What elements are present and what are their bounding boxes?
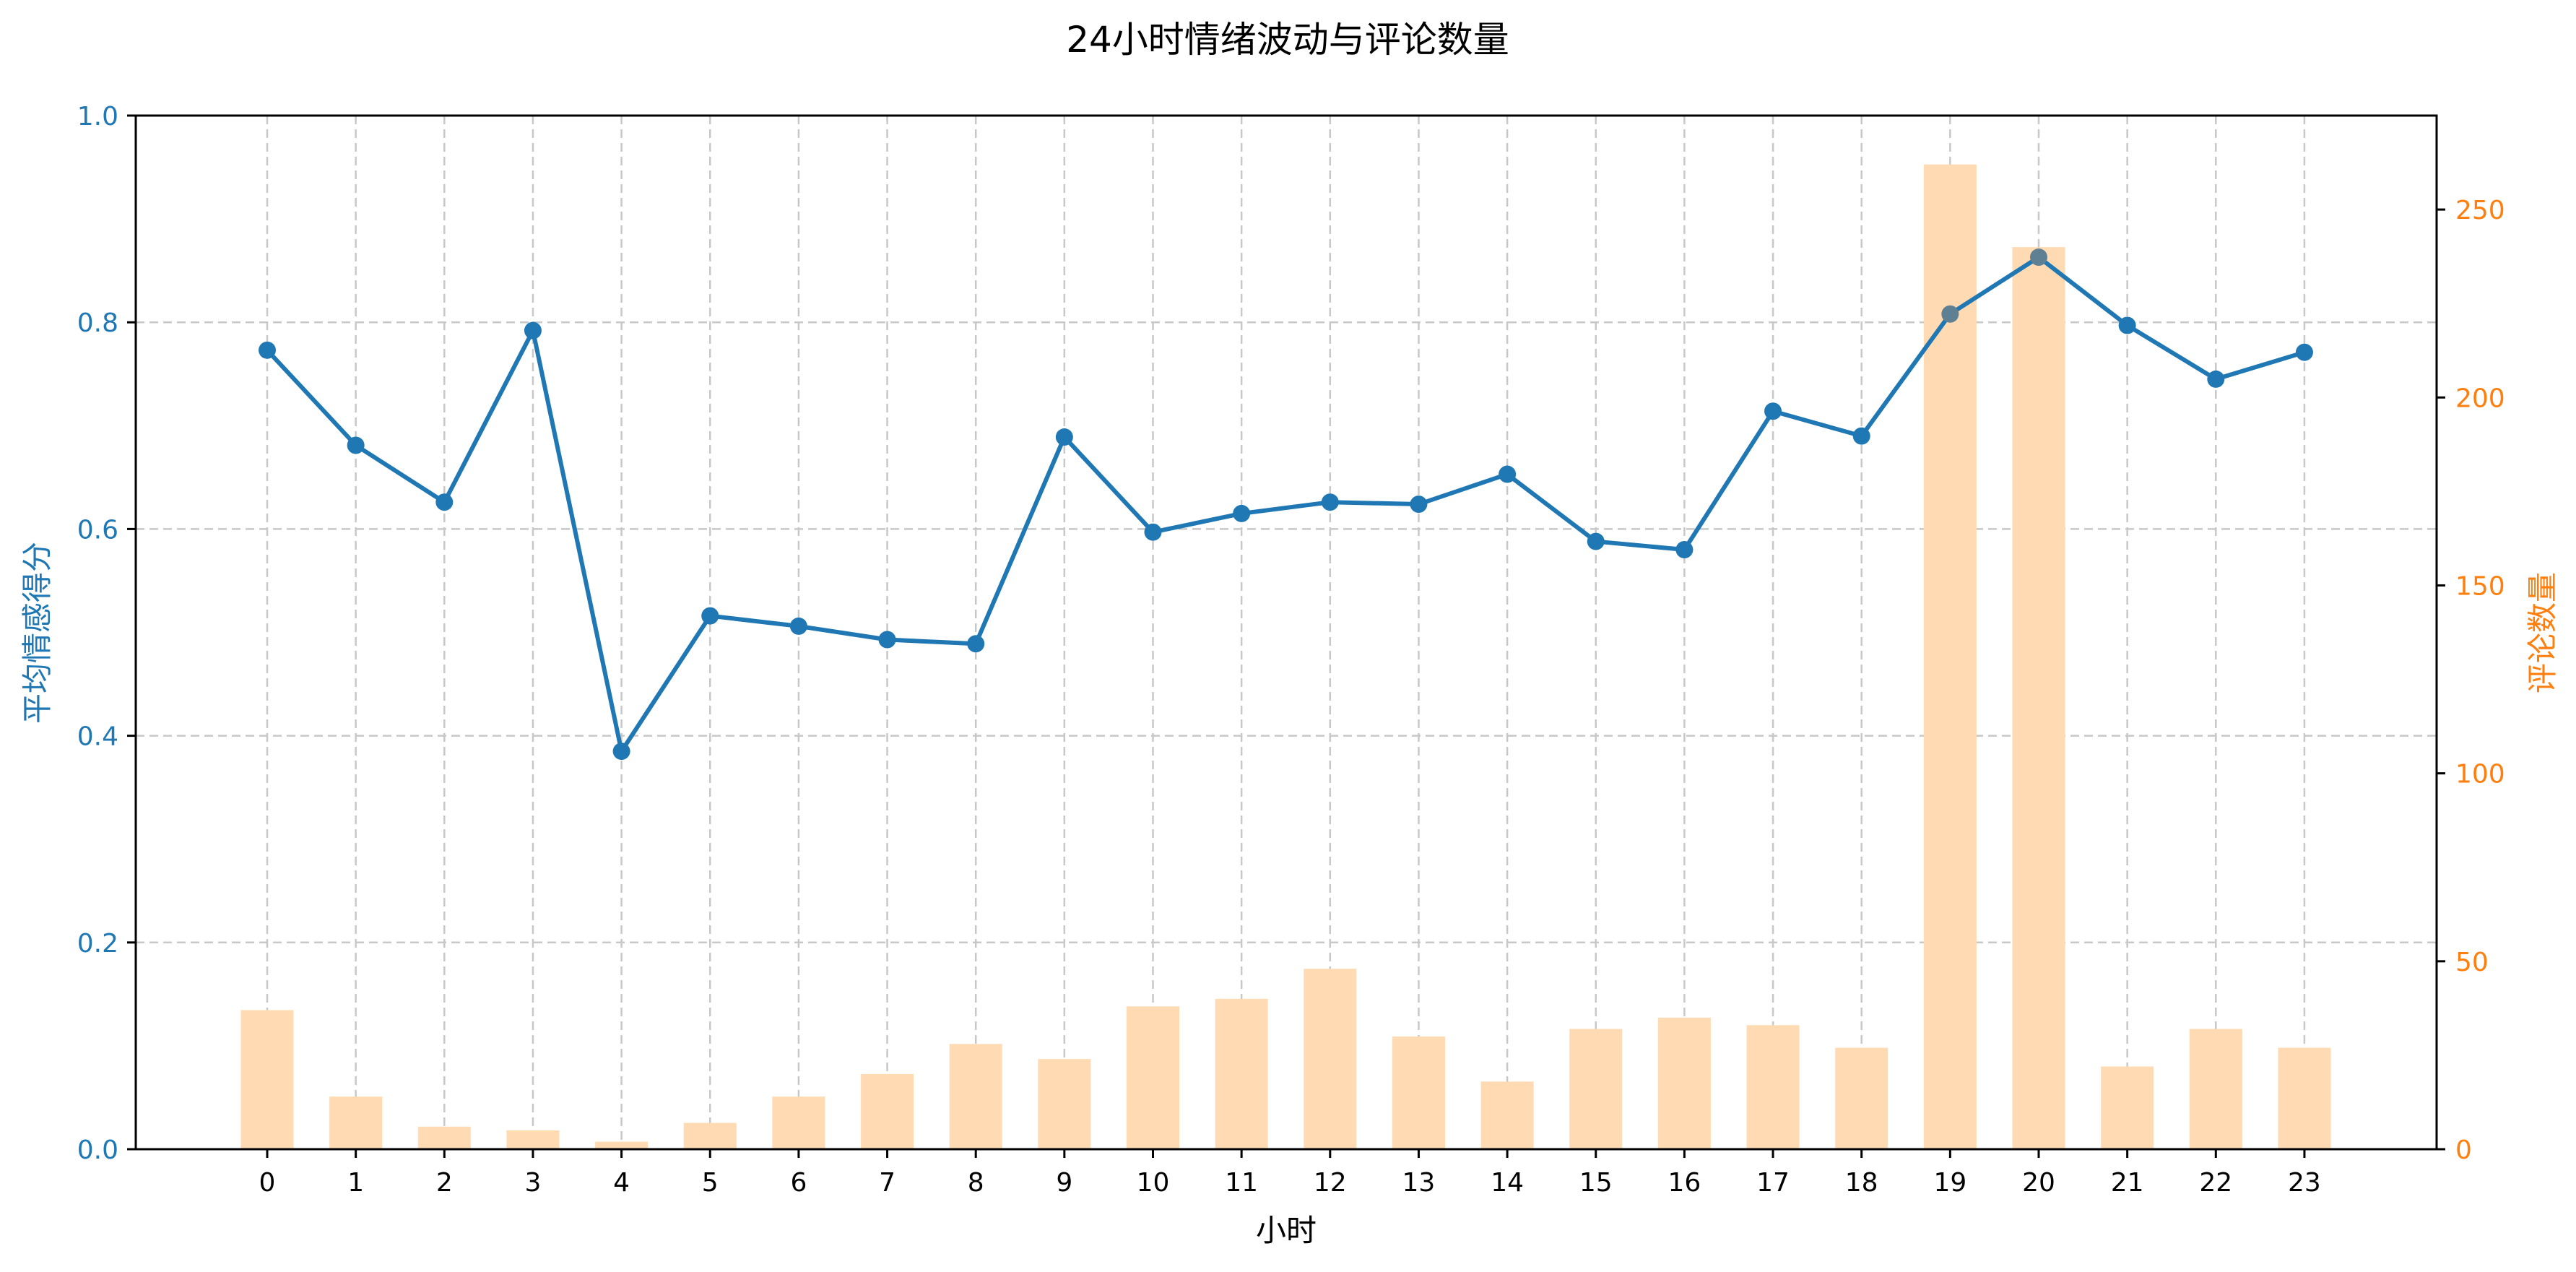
x-tick-label: 22 bbox=[2199, 1168, 2232, 1198]
x-tick-label: 10 bbox=[1137, 1168, 1170, 1198]
x-tick-label: 11 bbox=[1225, 1168, 1258, 1198]
x-tick-label: 16 bbox=[1668, 1168, 1701, 1198]
x-tick-label: 23 bbox=[2288, 1168, 2321, 1198]
x-axis-label: 小时 bbox=[1256, 1213, 1317, 1248]
point-7 bbox=[878, 631, 896, 649]
right-tick-label: 250 bbox=[2455, 196, 2505, 225]
point-19 bbox=[1941, 305, 1959, 323]
point-3 bbox=[524, 321, 542, 339]
point-0 bbox=[259, 341, 276, 359]
point-18 bbox=[1852, 427, 1870, 445]
point-10 bbox=[1144, 523, 1162, 541]
left-axis-ticks: 0.0 0.2 0.4 0.6 0.8 1.0 bbox=[77, 102, 136, 1165]
bar-19 bbox=[1923, 164, 1977, 1150]
x-tick-label: 7 bbox=[879, 1168, 895, 1198]
x-tick-label: 21 bbox=[2111, 1168, 2144, 1198]
bar-16 bbox=[1657, 1017, 1711, 1149]
bar-6 bbox=[772, 1096, 825, 1149]
right-tick-label: 50 bbox=[2455, 948, 2489, 977]
x-tick-label: 3 bbox=[524, 1168, 541, 1198]
bar-21 bbox=[2101, 1066, 2154, 1149]
point-8 bbox=[967, 635, 985, 653]
left-tick-label: 0.2 bbox=[77, 929, 118, 959]
bar-11 bbox=[1215, 998, 1268, 1149]
bar-4 bbox=[595, 1141, 649, 1149]
x-tick-label: 0 bbox=[259, 1168, 276, 1198]
bar-10 bbox=[1127, 1006, 1179, 1149]
x-tick-label: 17 bbox=[1756, 1168, 1790, 1198]
bar-3 bbox=[506, 1130, 560, 1149]
bar-9 bbox=[1038, 1059, 1091, 1149]
point-20 bbox=[2030, 248, 2047, 267]
x-tick-label: 6 bbox=[790, 1168, 807, 1198]
point-13 bbox=[1410, 496, 1428, 514]
right-tick-label: 150 bbox=[2455, 571, 2505, 601]
bar-22 bbox=[2189, 1029, 2242, 1149]
x-tick-label: 1 bbox=[347, 1168, 364, 1198]
left-axis-label: 平均情感得分 bbox=[19, 542, 55, 724]
bar-13 bbox=[1392, 1036, 1445, 1149]
x-tick-label: 9 bbox=[1056, 1168, 1072, 1198]
x-tick-label: 18 bbox=[1845, 1168, 1878, 1198]
bar-15 bbox=[1569, 1029, 1623, 1149]
left-tick-label: 1.0 bbox=[77, 102, 118, 131]
bar-2 bbox=[417, 1126, 471, 1149]
point-5 bbox=[701, 607, 719, 625]
right-tick-label: 200 bbox=[2455, 384, 2505, 413]
x-tick-label: 2 bbox=[436, 1168, 453, 1198]
bar-14 bbox=[1480, 1081, 1534, 1149]
x-tick-label: 19 bbox=[1933, 1168, 1966, 1198]
bar-7 bbox=[861, 1073, 914, 1149]
bars bbox=[240, 164, 2331, 1150]
point-14 bbox=[1499, 465, 1517, 483]
point-15 bbox=[1587, 532, 1605, 550]
left-tick-label: 0.6 bbox=[77, 515, 118, 545]
bar-0 bbox=[240, 1010, 294, 1149]
left-tick-label: 0.8 bbox=[77, 308, 118, 338]
bar-20 bbox=[2012, 247, 2065, 1150]
right-tick-label: 0 bbox=[2455, 1135, 2472, 1165]
x-tick-label: 8 bbox=[968, 1168, 984, 1198]
chart-title: 24小时情绪波动与评论数量 bbox=[1066, 19, 1509, 61]
bar-23 bbox=[2278, 1047, 2331, 1149]
x-tick-label: 20 bbox=[2022, 1168, 2055, 1198]
left-tick-label: 0.4 bbox=[77, 722, 118, 752]
right-axis-label: 评论数量 bbox=[2525, 572, 2560, 693]
point-1 bbox=[347, 436, 365, 454]
point-16 bbox=[1675, 541, 1694, 559]
point-11 bbox=[1233, 504, 1251, 522]
point-23 bbox=[2295, 343, 2313, 361]
bar-5 bbox=[683, 1122, 737, 1149]
right-axis-ticks: 0 50 100 150 200 250 bbox=[2437, 196, 2505, 1165]
bar-8 bbox=[949, 1044, 1002, 1149]
point-6 bbox=[789, 617, 807, 635]
sentiment-line bbox=[265, 255, 2305, 754]
x-tick-label: 12 bbox=[1314, 1168, 1347, 1198]
x-tick-label: 5 bbox=[702, 1168, 719, 1198]
x-axis-ticks: 0 1 2 3 4 5 6 7 8 9 10 11 12 13 14 15 16 17 18 19 20 21 22 23 bbox=[259, 1149, 2321, 1198]
grid bbox=[136, 116, 2437, 1149]
x-tick-label: 14 bbox=[1491, 1168, 1524, 1198]
x-tick-label: 15 bbox=[1579, 1168, 1613, 1198]
point-22 bbox=[2207, 370, 2225, 388]
point-9 bbox=[1055, 428, 1073, 446]
point-17 bbox=[1764, 402, 1782, 420]
point-12 bbox=[1321, 493, 1339, 511]
point-4 bbox=[612, 743, 630, 761]
right-tick-label: 100 bbox=[2455, 760, 2505, 789]
x-tick-label: 13 bbox=[1402, 1168, 1436, 1198]
point-21 bbox=[2118, 316, 2136, 334]
point-2 bbox=[435, 493, 454, 511]
bar-17 bbox=[1746, 1025, 1800, 1149]
plot-frame bbox=[134, 114, 2438, 1151]
line-series bbox=[259, 248, 2313, 761]
bar-1 bbox=[329, 1096, 383, 1149]
x-tick-label: 4 bbox=[613, 1168, 630, 1198]
bar-18 bbox=[1835, 1047, 1888, 1149]
left-tick-label: 0.0 bbox=[77, 1135, 118, 1165]
bar-12 bbox=[1304, 969, 1357, 1149]
